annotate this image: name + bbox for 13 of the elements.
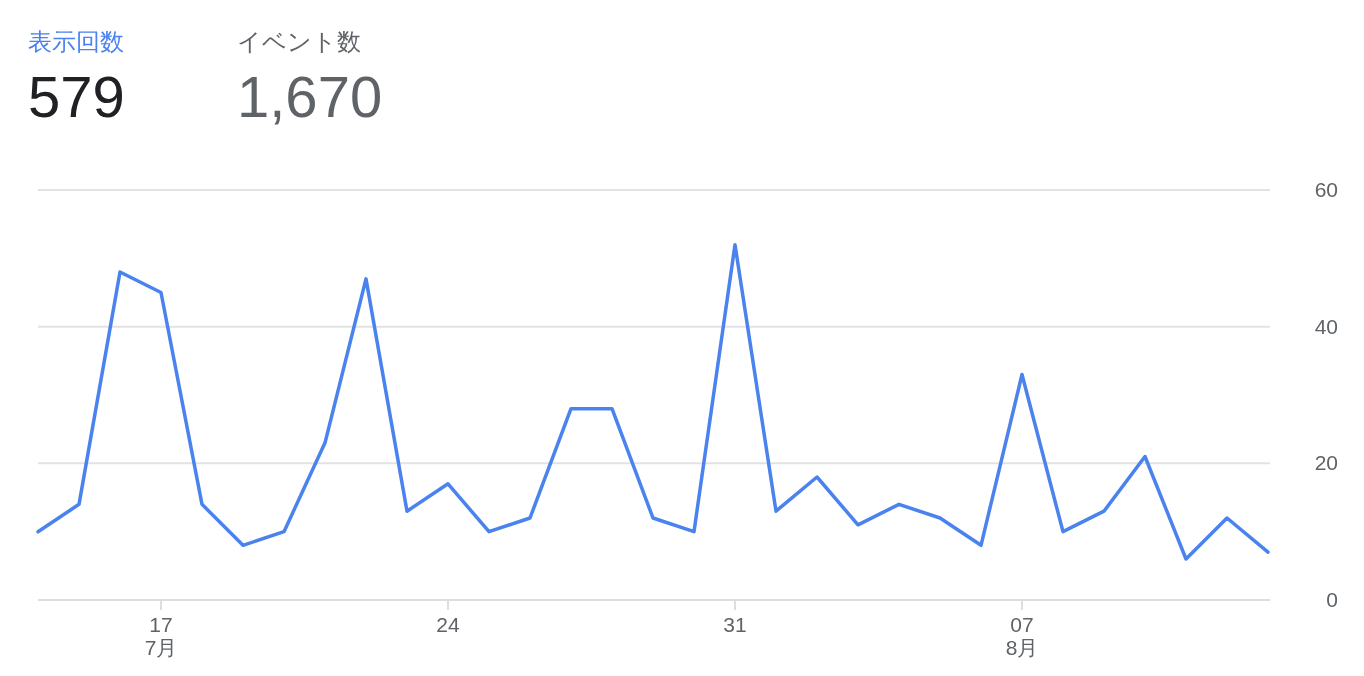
y-tick-label: 40 (1314, 314, 1338, 338)
y-tick-label: 60 (1314, 178, 1338, 201)
y-tick-label: 20 (1314, 451, 1338, 475)
text: イベント数 (237, 28, 361, 55)
x-tick-label: 07 8月 (1005, 613, 1039, 660)
x-tick-label: 17 7月 (144, 613, 178, 660)
text: 579 (28, 64, 125, 129)
text: 表示回数 (28, 28, 124, 55)
x-tick-label: 24 (436, 613, 460, 636)
line-series (36, 242, 1270, 561)
y-tick-label: 0 (1326, 588, 1338, 611)
x-tick-label: 31 (723, 613, 747, 636)
text: 1,670 (237, 64, 383, 129)
